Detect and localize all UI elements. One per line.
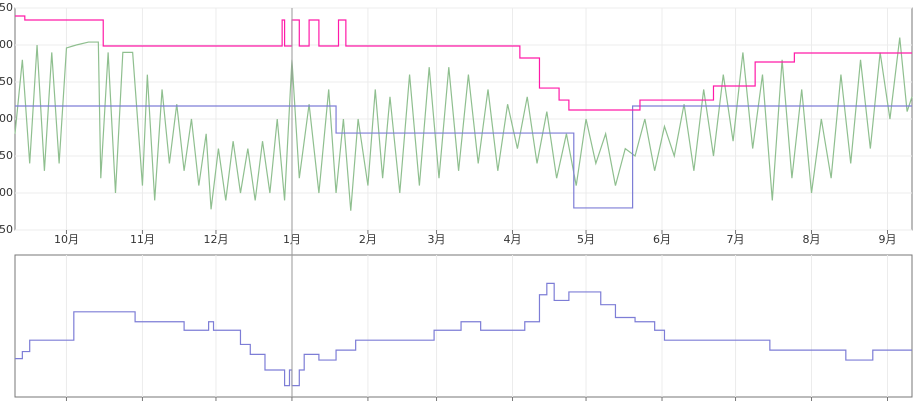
layers: 175020002250250027503000325010月11月12月1月2… xyxy=(0,1,913,401)
x-tick-label: 4月 xyxy=(504,233,522,246)
series-line xyxy=(14,37,913,211)
x-tick-label: 3月 xyxy=(428,233,446,246)
x-tick-label: 5月 xyxy=(577,233,595,246)
y-tick-label: 2500 xyxy=(0,112,13,125)
y-tick-label: 3000 xyxy=(0,38,13,51)
y-tick-label: 2250 xyxy=(0,149,13,162)
x-tick-label: 2月 xyxy=(359,233,377,246)
y-tick-label: 3250 xyxy=(0,1,13,14)
y-tick-label: 2000 xyxy=(0,186,13,199)
x-tick-label: 8月 xyxy=(803,233,821,246)
x-tick-label: 11月 xyxy=(130,233,155,246)
x-tick-label: 12月 xyxy=(203,233,228,246)
y-tick-label: 1750 xyxy=(0,223,13,236)
series-line xyxy=(15,282,912,387)
plot-frame xyxy=(14,254,913,398)
x-tick-label: 10月 xyxy=(54,233,79,246)
series-line xyxy=(15,105,912,209)
x-tick-label: 9月 xyxy=(878,233,896,246)
series-line xyxy=(15,15,912,111)
y-tick-label: 2750 xyxy=(0,75,13,88)
x-tick-label: 6月 xyxy=(653,233,671,246)
x-tick-label: 7月 xyxy=(727,233,745,246)
